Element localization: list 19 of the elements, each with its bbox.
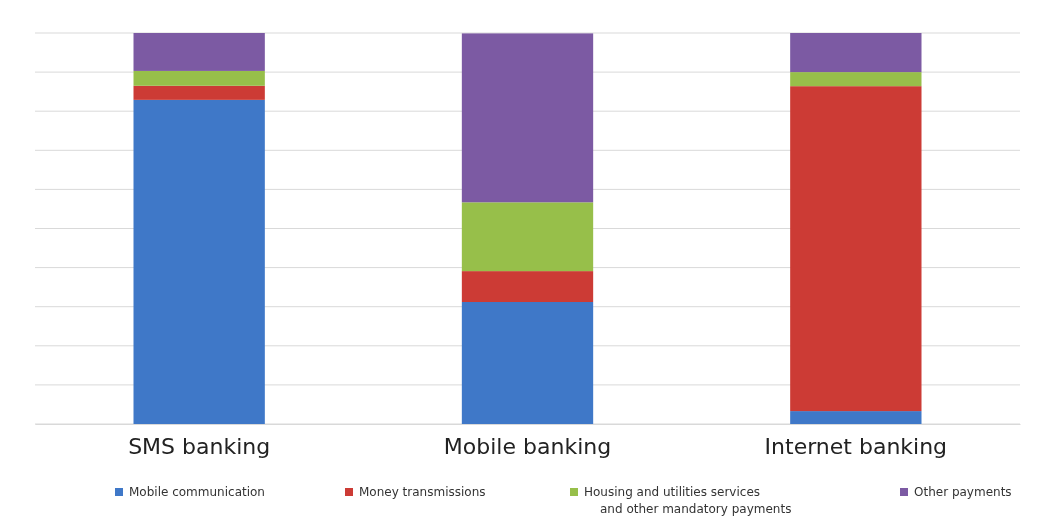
bar [133,70,265,86]
legend-label: Other payments [914,485,1012,499]
bar [790,411,922,424]
bar [133,33,265,71]
bar [461,302,594,424]
bar [133,99,265,424]
bar [790,72,922,87]
bar [461,33,594,203]
bar [133,85,265,100]
legend-label: Money transmissions [359,485,486,499]
legend-label: Mobile communication [129,485,265,499]
bar [461,202,594,272]
x-tick-label: Internet banking [764,433,948,459]
bar [790,86,922,412]
x-tick-label: Mobile banking [443,433,612,459]
bar [790,33,922,73]
bar [461,271,594,303]
x-tick-label: SMS banking [128,433,271,459]
legend-label: Housing and utilities services and other mandatory payments [584,485,792,516]
